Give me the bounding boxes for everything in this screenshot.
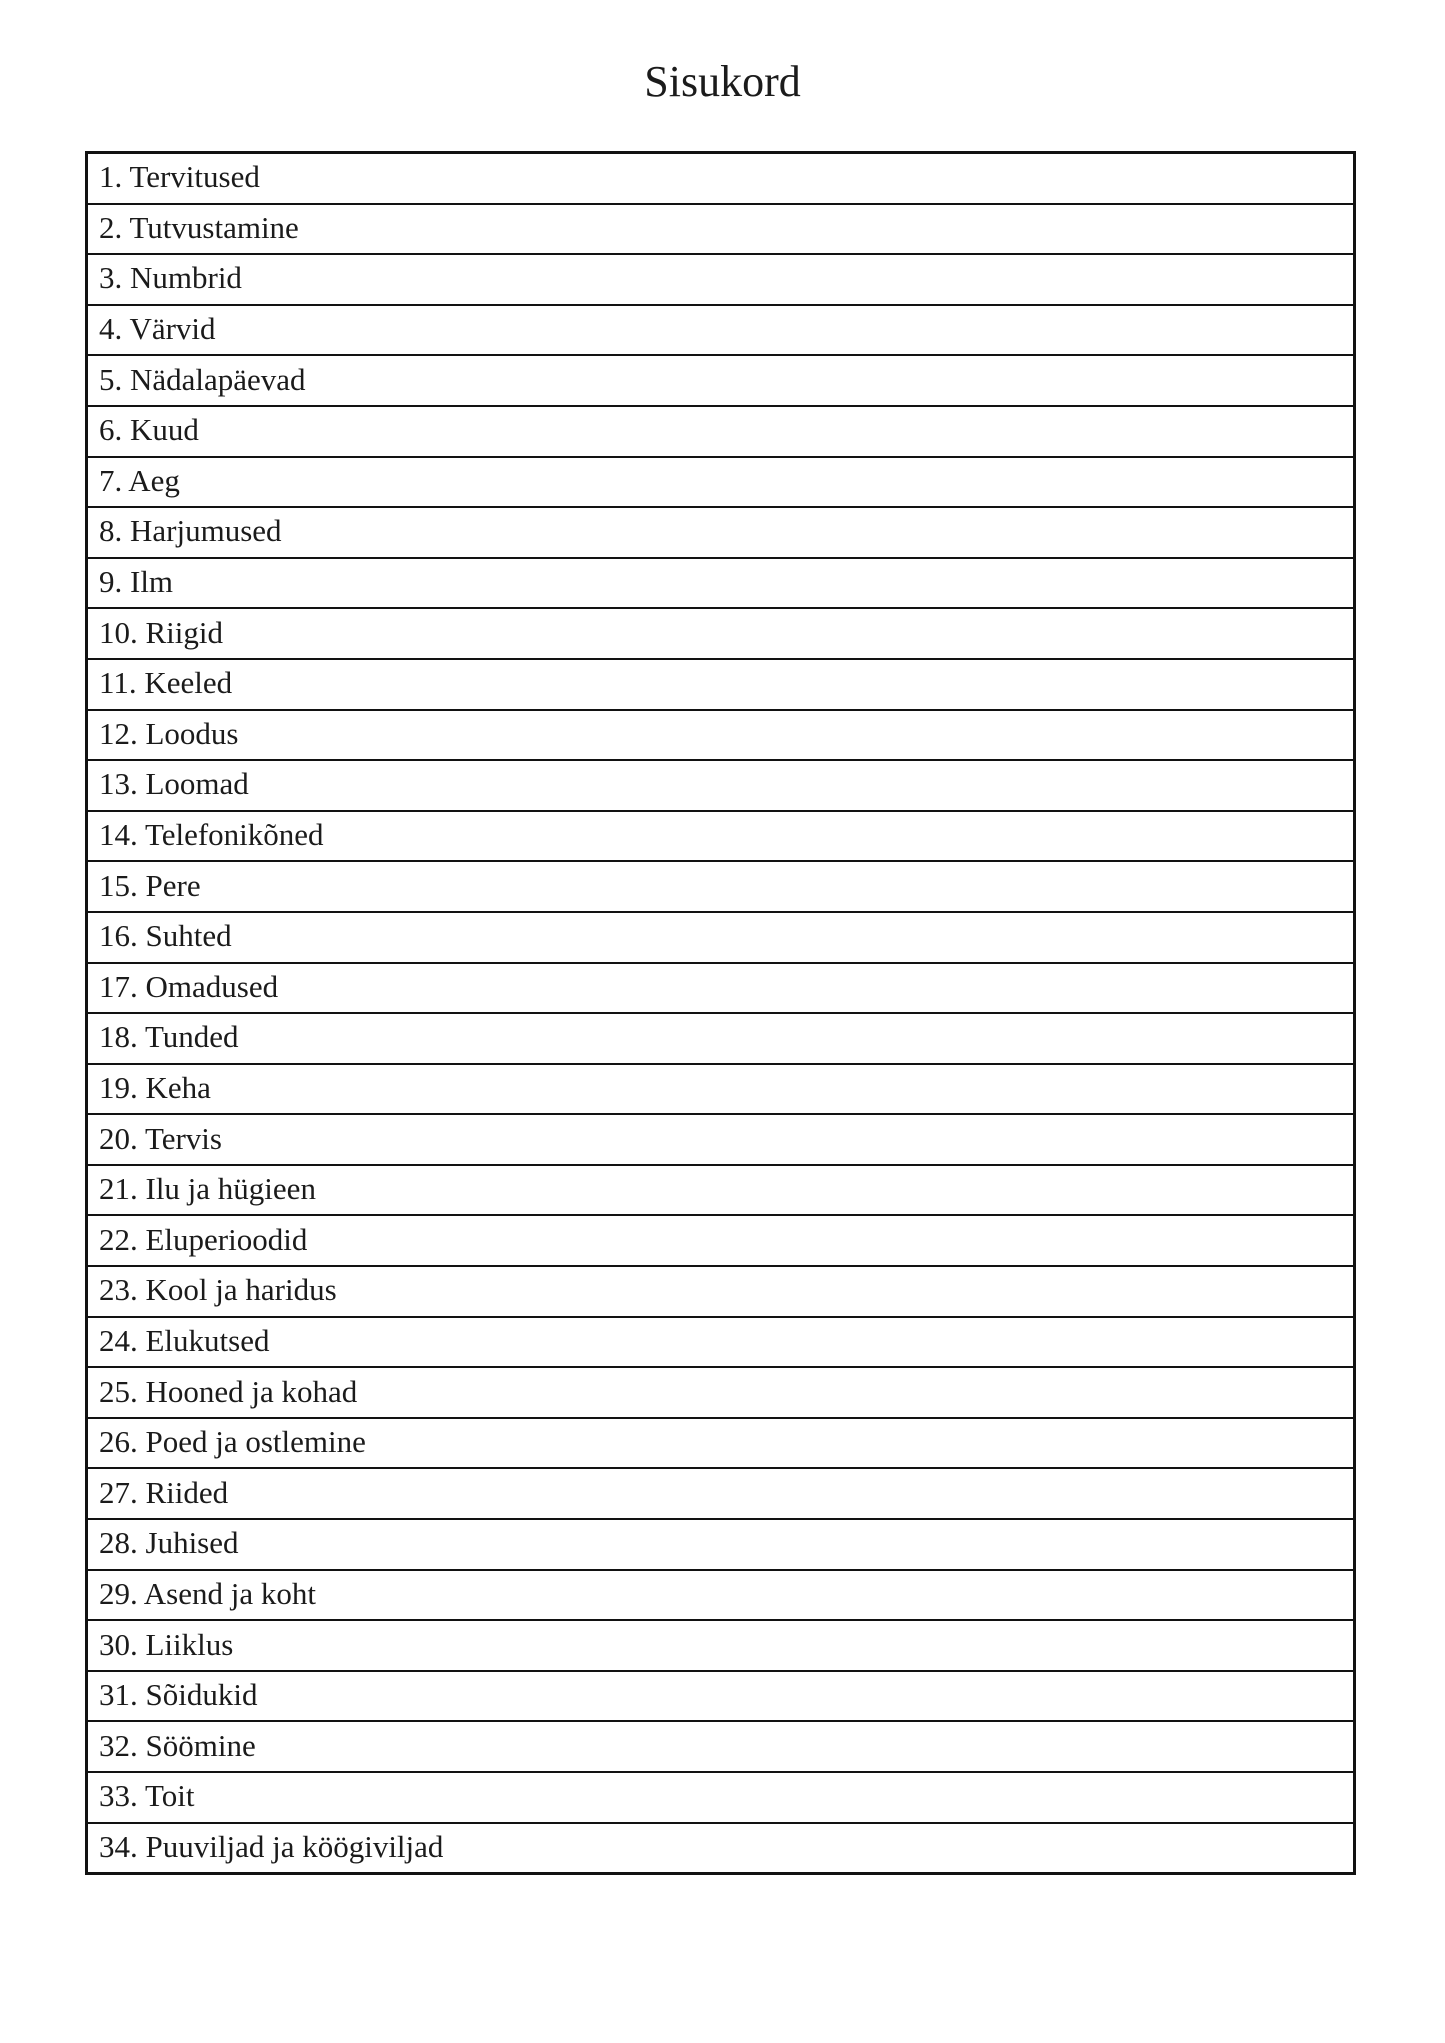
toc-row: 27. Riided	[85, 1467, 1356, 1521]
toc-item: 19. Keha	[85, 1062, 1356, 1116]
toc-item: 30. Liiklus	[85, 1619, 1356, 1672]
toc-row: 30. Liiklus	[85, 1619, 1356, 1672]
toc-item: 3. Numbrid	[85, 253, 1356, 306]
toc-item: 12. Loodus	[85, 708, 1356, 762]
toc-item: 32. Söömine	[85, 1720, 1356, 1773]
toc-row: 23. Kool ja haridus	[85, 1265, 1356, 1318]
toc-row: 34. Puuviljad ja köögiviljad	[85, 1821, 1356, 1875]
toc-item: 26. Poed ja ostlemine	[85, 1416, 1356, 1470]
toc-item: 25. Hooned ja kohad	[85, 1366, 1356, 1419]
toc-row: 25. Hooned ja kohad	[85, 1366, 1356, 1419]
toc-item: 21. Ilu ja hügieen	[85, 1163, 1356, 1217]
toc-row: 33. Toit	[85, 1771, 1356, 1824]
toc-row: 31. Sõidukid	[85, 1669, 1356, 1723]
toc-row: 2. Tutvustamine	[85, 202, 1356, 256]
toc-item: 10. Riigid	[85, 607, 1356, 660]
toc-item: 27. Riided	[85, 1467, 1356, 1521]
toc-row: 21. Ilu ja hügieen	[85, 1163, 1356, 1217]
toc-item: 31. Sõidukid	[85, 1669, 1356, 1723]
toc-item: 34. Puuviljad ja köögiviljad	[85, 1821, 1356, 1875]
toc-item: 24. Elukutsed	[85, 1315, 1356, 1369]
toc-row: 19. Keha	[85, 1062, 1356, 1116]
toc-item: 20. Tervis	[85, 1113, 1356, 1166]
toc-row: 15. Pere	[85, 860, 1356, 913]
toc-item: 11. Keeled	[85, 657, 1356, 711]
toc-row: 14. Telefonikõned	[85, 809, 1356, 863]
toc-row: 16. Suhted	[85, 910, 1356, 964]
toc-row: 17. Omadused	[85, 961, 1356, 1015]
toc-row: 1. Tervitused	[85, 151, 1356, 205]
toc-row: 11. Keeled	[85, 657, 1356, 711]
toc-row: 26. Poed ja ostlemine	[85, 1416, 1356, 1470]
toc-item: 1. Tervitused	[85, 151, 1356, 205]
toc-item: 33. Toit	[85, 1771, 1356, 1824]
toc-row: 7. Aeg	[85, 455, 1356, 509]
toc-row: 20. Tervis	[85, 1113, 1356, 1166]
toc-item: 15. Pere	[85, 860, 1356, 913]
toc-item: 16. Suhted	[85, 910, 1356, 964]
toc-item: 13. Loomad	[85, 759, 1356, 812]
toc-item: 14. Telefonikõned	[85, 809, 1356, 863]
toc-row: 18. Tunded	[85, 1012, 1356, 1065]
toc-item: 23. Kool ja haridus	[85, 1265, 1356, 1318]
toc-item: 17. Omadused	[85, 961, 1356, 1015]
toc-row: 12. Loodus	[85, 708, 1356, 762]
toc-item: 2. Tutvustamine	[85, 202, 1356, 256]
toc-item: 22. Eluperioodid	[85, 1214, 1356, 1268]
toc-item: 29. Asend ja koht	[85, 1568, 1356, 1622]
toc-row: 24. Elukutsed	[85, 1315, 1356, 1369]
toc-item: 28. Juhised	[85, 1518, 1356, 1571]
toc-row: 3. Numbrid	[85, 253, 1356, 306]
toc-body: 1. Tervitused 2. Tutvustamine 3. Numbrid…	[85, 151, 1356, 1875]
toc-table: 1. Tervitused 2. Tutvustamine 3. Numbrid…	[85, 151, 1356, 1876]
toc-row: 6. Kuud	[85, 404, 1356, 458]
toc-row: 5. Nädalapäevad	[85, 354, 1356, 407]
toc-row: 4. Värvid	[85, 303, 1356, 357]
toc-item: 9. Ilm	[85, 556, 1356, 610]
toc-row: 28. Juhised	[85, 1518, 1356, 1571]
toc-item: 4. Värvid	[85, 303, 1356, 357]
toc-row: 8. Harjumused	[85, 506, 1356, 559]
toc-row: 32. Söömine	[85, 1720, 1356, 1773]
toc-item: 6. Kuud	[85, 404, 1356, 458]
toc-row: 29. Asend ja koht	[85, 1568, 1356, 1622]
toc-item: 18. Tunded	[85, 1012, 1356, 1065]
toc-row: 22. Eluperioodid	[85, 1214, 1356, 1268]
toc-item: 7. Aeg	[85, 455, 1356, 509]
toc-item: 5. Nädalapäevad	[85, 354, 1356, 407]
page-title: Sisukord	[644, 57, 801, 106]
toc-row: 13. Loomad	[85, 759, 1356, 812]
toc-row: 9. Ilm	[85, 556, 1356, 610]
toc-item: 8. Harjumused	[85, 506, 1356, 559]
toc-row: 10. Riigid	[85, 607, 1356, 660]
